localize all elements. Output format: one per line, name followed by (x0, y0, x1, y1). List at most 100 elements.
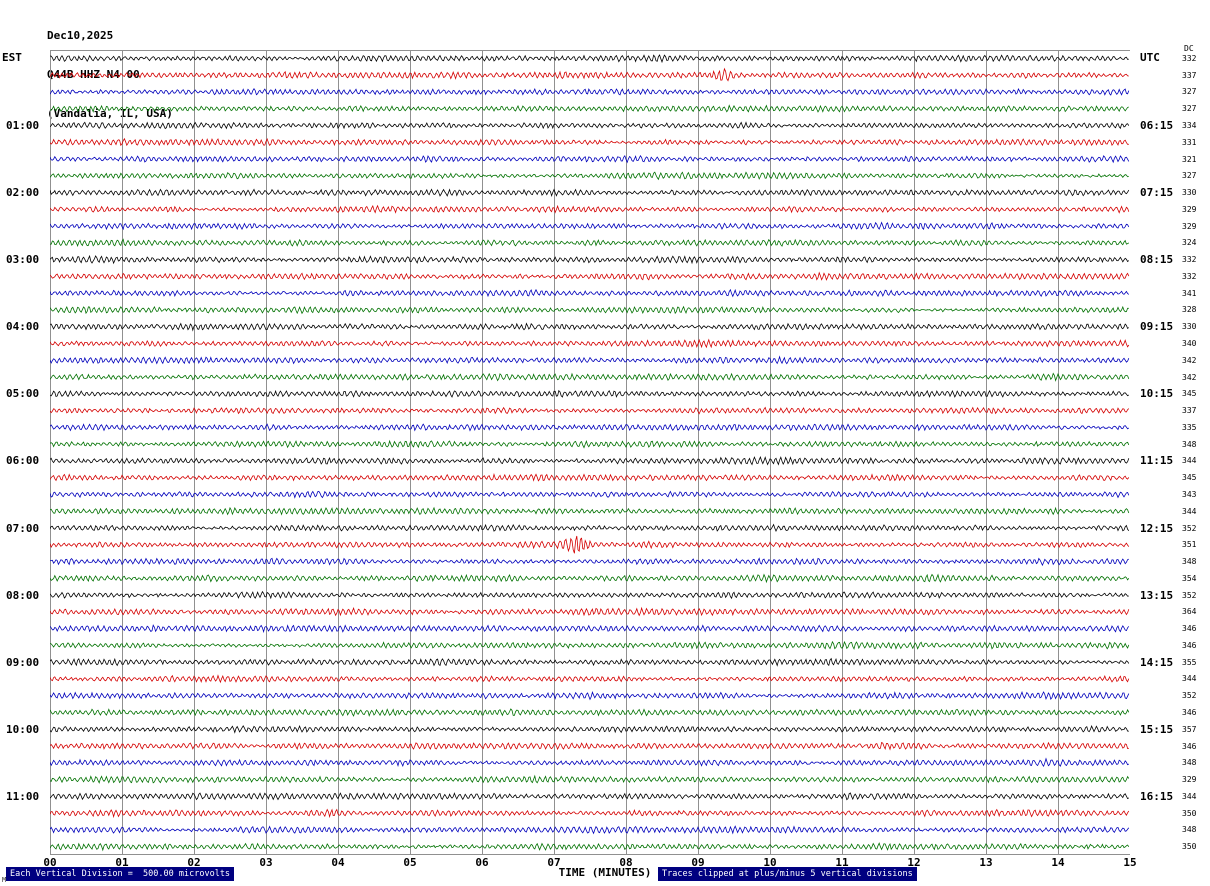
seismogram-trace (50, 221, 1130, 231)
seismogram-trace (50, 87, 1130, 96)
seismogram-trace (50, 535, 1130, 554)
seismogram-trace (50, 624, 1130, 634)
dc-value: 352 (1182, 691, 1197, 701)
est-time-label: 03:00 (6, 253, 40, 267)
est-time-label: 01:00 (6, 119, 40, 132)
dc-value: 348 (1182, 825, 1197, 835)
dc-value: 331 (1182, 137, 1197, 147)
seismogram-trace (50, 137, 1129, 147)
seismogram-trace (50, 691, 1130, 701)
dc-value: 352 (1182, 590, 1197, 600)
est-time-label: 08:00 (6, 588, 40, 602)
dc-value: 343 (1182, 489, 1197, 499)
dc-value: 350 (1182, 808, 1197, 818)
x-tick-label: 05 (403, 856, 417, 869)
dc-value: 344 (1182, 674, 1197, 684)
dc-value: 345 (1182, 473, 1197, 483)
utc-time-label: 14:15 (1140, 655, 1174, 669)
seismogram-trace (50, 708, 1130, 717)
dc-value: 341 (1182, 288, 1197, 298)
seismogram-trace (50, 322, 1130, 332)
seismogram-trace (50, 557, 1129, 567)
seismogram-trace (50, 389, 1130, 398)
dc-value: 364 (1182, 607, 1197, 617)
seismogram-trace (50, 808, 1130, 819)
dc-value: 337 (1182, 70, 1197, 80)
dc-value: 348 (1182, 439, 1197, 449)
utc-time-label: 08:15 (1140, 253, 1174, 267)
dc-value: 329 (1182, 204, 1197, 214)
seismogram-trace (50, 674, 1130, 684)
utc-time-label: 06:15 (1140, 119, 1174, 132)
seismogram-trace (50, 238, 1130, 247)
x-tick-label: 13 (979, 856, 993, 869)
seismogram-trace (50, 573, 1130, 584)
seismogram-trace (50, 825, 1130, 835)
seismogram-trace (50, 792, 1130, 801)
utc-column-header: UTC (1140, 51, 1160, 64)
dc-value: 352 (1182, 523, 1197, 533)
x-tick-label: 15 (1123, 856, 1137, 869)
header-station: Q44B HHZ N4 00 (47, 68, 140, 81)
dc-value: 346 (1182, 640, 1197, 650)
seismogram-trace (50, 188, 1130, 198)
seismogram-trace (50, 757, 1130, 768)
seismogram-trace (50, 657, 1130, 667)
seismogram-trace (50, 523, 1130, 532)
seismogram-trace (50, 154, 1130, 164)
seismogram-plot (50, 50, 1130, 855)
dc-value: 340 (1182, 339, 1197, 348)
seismogram-trace (50, 741, 1129, 751)
seismogram-trace (50, 842, 1130, 852)
utc-time-label: 15:15 (1140, 722, 1174, 736)
est-time-label: 11:00 (6, 789, 40, 803)
dc-value: 351 (1182, 540, 1197, 550)
dc-value: 346 (1182, 741, 1197, 751)
dc-value: 324 (1182, 238, 1197, 248)
seismogram-trace (50, 640, 1130, 650)
seismogram-trace (50, 254, 1130, 265)
seismogram-trace (50, 271, 1130, 281)
seismogram-trace (50, 506, 1130, 516)
utc-time-label: 07:15 (1140, 186, 1174, 200)
seismogram-trace (50, 288, 1130, 298)
vertical-division-note: Each Vertical Division = 500.00 microvol… (6, 867, 235, 881)
dc-value: 346 (1182, 624, 1197, 634)
dc-value: 342 (1182, 372, 1197, 382)
dc-value: 327 (1182, 87, 1197, 97)
dc-value: 329 (1182, 775, 1197, 784)
seismogram-trace (50, 774, 1130, 784)
corner-mark: M (2, 876, 7, 884)
est-time-label: 05:00 (6, 387, 40, 401)
dc-value: 332 (1182, 271, 1197, 281)
dc-value: 357 (1182, 724, 1197, 734)
seismogram-trace (50, 472, 1130, 482)
seismogram-trace (50, 67, 1129, 82)
est-column-header: EST (2, 51, 22, 64)
dc-value: 327 (1182, 171, 1197, 181)
seismogram-trace (50, 54, 1129, 64)
dc-value: 335 (1182, 422, 1197, 432)
est-time-label: 09:00 (6, 655, 40, 669)
seismogram-trace (50, 355, 1130, 365)
dc-value: 344 (1182, 791, 1197, 801)
utc-time-label: 13:15 (1140, 588, 1174, 602)
clip-note: Traces clipped at plus/minus 5 vertical … (658, 867, 917, 881)
x-axis-title: TIME (MINUTES) (558, 866, 652, 879)
x-tick-label: 03 (259, 856, 273, 869)
seismogram-trace (50, 590, 1129, 600)
dc-value: 327 (1182, 104, 1197, 114)
est-time-label: 10:00 (6, 722, 40, 736)
dc-value: 328 (1182, 305, 1197, 315)
seismogram-trace (50, 204, 1130, 214)
seismogram-trace (50, 455, 1130, 466)
x-tick-label: 04 (331, 856, 345, 869)
dc-value: 344 (1182, 506, 1197, 516)
seismogram-trace (50, 338, 1130, 349)
utc-time-label: 09:15 (1140, 320, 1174, 334)
dc-value: 332 (1182, 53, 1197, 63)
seismogram-trace (50, 171, 1129, 181)
utc-time-label: 12:15 (1140, 521, 1174, 535)
dc-value: 350 (1182, 842, 1197, 852)
